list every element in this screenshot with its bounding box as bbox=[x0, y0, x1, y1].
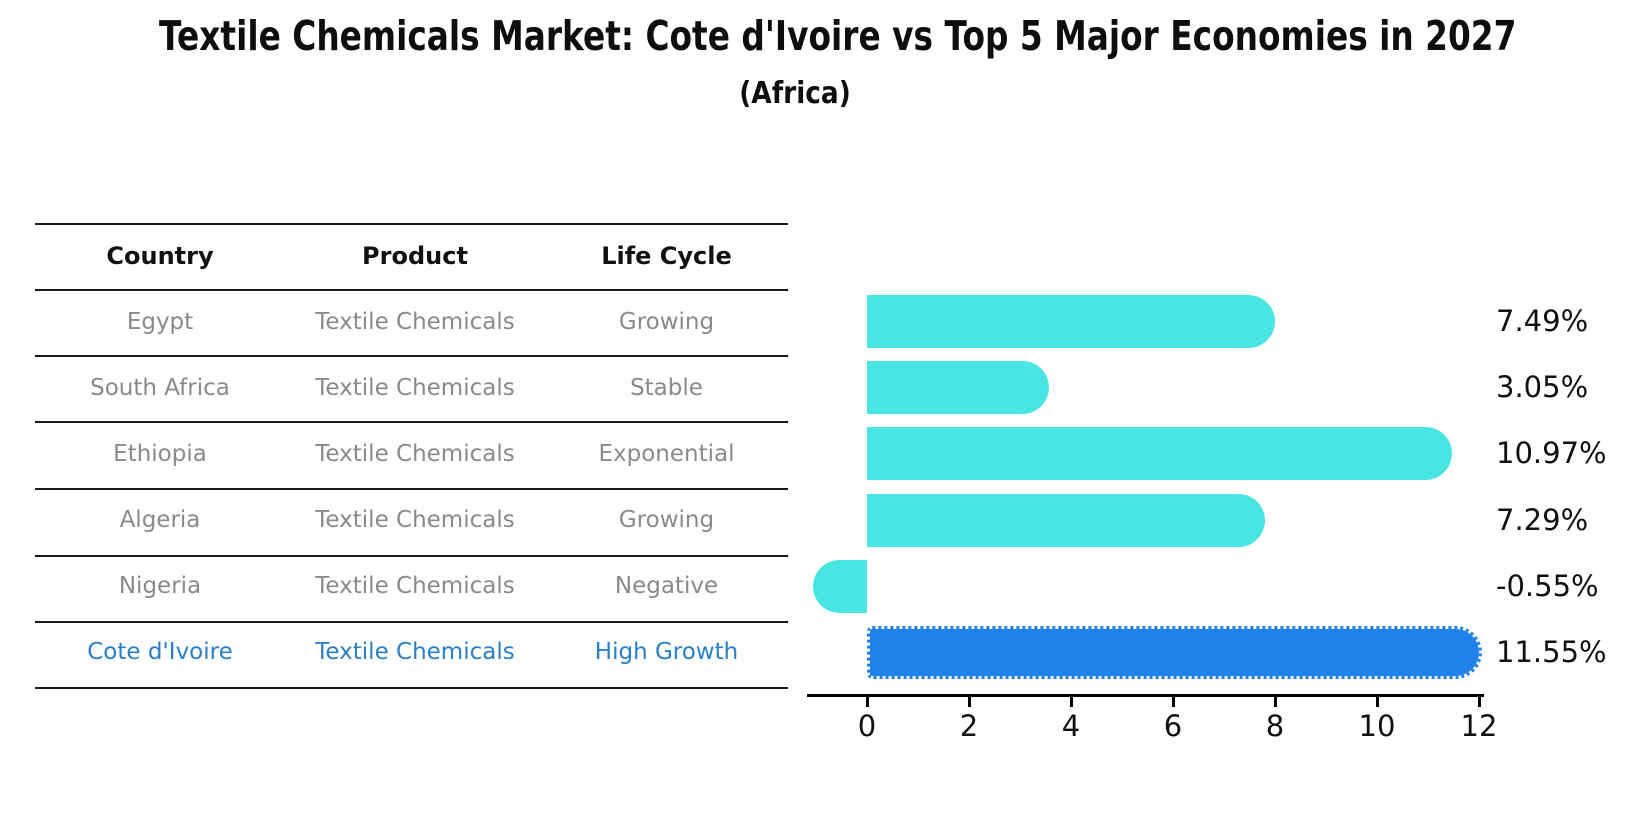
cell-product: Textile Chemicals bbox=[315, 507, 515, 533]
x-axis-tick-label: 4 bbox=[1061, 709, 1081, 743]
bar-south-africa bbox=[867, 361, 1049, 415]
bar-algeria bbox=[867, 493, 1265, 547]
bar-value-label: 11.55% bbox=[1496, 635, 1607, 669]
table-bottom-rule bbox=[35, 687, 788, 689]
table-row-rule bbox=[35, 355, 788, 357]
table-row: Ethiopia Textile Chemicals Exponential bbox=[35, 437, 788, 471]
cell-life-cycle: High Growth bbox=[594, 639, 739, 665]
cell-product: Textile Chemicals bbox=[315, 309, 515, 335]
bar-ethiopia bbox=[867, 427, 1453, 481]
cell-life-cycle: Stable bbox=[630, 375, 703, 401]
bar-value-label: 7.49% bbox=[1496, 304, 1589, 338]
table-row: Egypt Textile Chemicals Growing bbox=[35, 305, 788, 339]
table-row-rule bbox=[35, 621, 788, 623]
cell-product: Textile Chemicals bbox=[315, 375, 515, 401]
cell-country: Cote d'Ivoire bbox=[87, 639, 233, 665]
x-axis-tick bbox=[1273, 697, 1277, 707]
cell-country: Nigeria bbox=[118, 573, 202, 599]
bar-nigeria bbox=[812, 559, 867, 613]
bar-value-label: 7.29% bbox=[1496, 502, 1589, 537]
x-axis-tick-label: 8 bbox=[1265, 709, 1285, 743]
table-row: South Africa Textile Chemicals Stable bbox=[35, 371, 788, 405]
table-row-rule bbox=[35, 421, 788, 423]
x-axis-tick-label: 2 bbox=[959, 709, 979, 743]
x-axis bbox=[807, 694, 1484, 697]
table-row-highlighted: Cote d'Ivoire Textile Chemicals High Gro… bbox=[35, 635, 788, 669]
cell-life-cycle: Negative bbox=[614, 573, 719, 599]
table-row: Nigeria Textile Chemicals Negative bbox=[35, 569, 788, 603]
cell-life-cycle: Exponential bbox=[598, 441, 735, 467]
bar-cote-divoire-highlighted bbox=[867, 626, 1483, 679]
cell-country: Ethiopia bbox=[113, 441, 207, 467]
x-axis-tick bbox=[1375, 697, 1379, 707]
cell-life-cycle: Growing bbox=[618, 309, 715, 335]
x-axis-tick-label: 10 bbox=[1358, 709, 1396, 743]
cell-country: South Africa bbox=[90, 375, 230, 401]
table-top-rule bbox=[35, 223, 788, 225]
cell-product: Textile Chemicals bbox=[315, 441, 515, 467]
x-axis-tick bbox=[865, 697, 869, 707]
table-row: Algeria Textile Chemicals Growing bbox=[35, 503, 788, 537]
x-axis-tick bbox=[1171, 697, 1175, 707]
x-axis-tick-label: 6 bbox=[1163, 709, 1183, 743]
x-axis-tick bbox=[1477, 697, 1481, 707]
cell-product: Textile Chemicals bbox=[315, 639, 515, 665]
table-row-rule bbox=[35, 488, 788, 490]
bar-value-label: -0.55% bbox=[1496, 568, 1599, 603]
cell-country: Algeria bbox=[119, 507, 201, 533]
cell-product: Textile Chemicals bbox=[315, 573, 515, 599]
chart-title: Textile Chemicals Market: Cote d'Ivoire … bbox=[159, 12, 1517, 60]
table-header-life-cycle: Life Cycle bbox=[601, 242, 732, 270]
bar-value-label: 3.05% bbox=[1496, 370, 1589, 405]
bar-egypt bbox=[867, 295, 1275, 348]
x-axis-tick-label: 0 bbox=[857, 709, 877, 743]
chart-subtitle: (Africa) bbox=[739, 76, 851, 111]
cell-life-cycle: Growing bbox=[618, 507, 715, 533]
table-row-rule bbox=[35, 555, 788, 557]
table-header-row: Country Product Life Cycle bbox=[35, 239, 788, 273]
table-header-product: Product bbox=[362, 242, 468, 270]
x-axis-tick bbox=[967, 697, 971, 707]
x-axis-tick bbox=[1069, 697, 1073, 707]
cell-country: Egypt bbox=[126, 309, 194, 335]
table-header-rule bbox=[35, 289, 788, 291]
bar-value-label: 10.97% bbox=[1496, 436, 1607, 471]
x-axis-tick-label: 12 bbox=[1460, 709, 1498, 743]
table-header-country: Country bbox=[106, 242, 214, 270]
